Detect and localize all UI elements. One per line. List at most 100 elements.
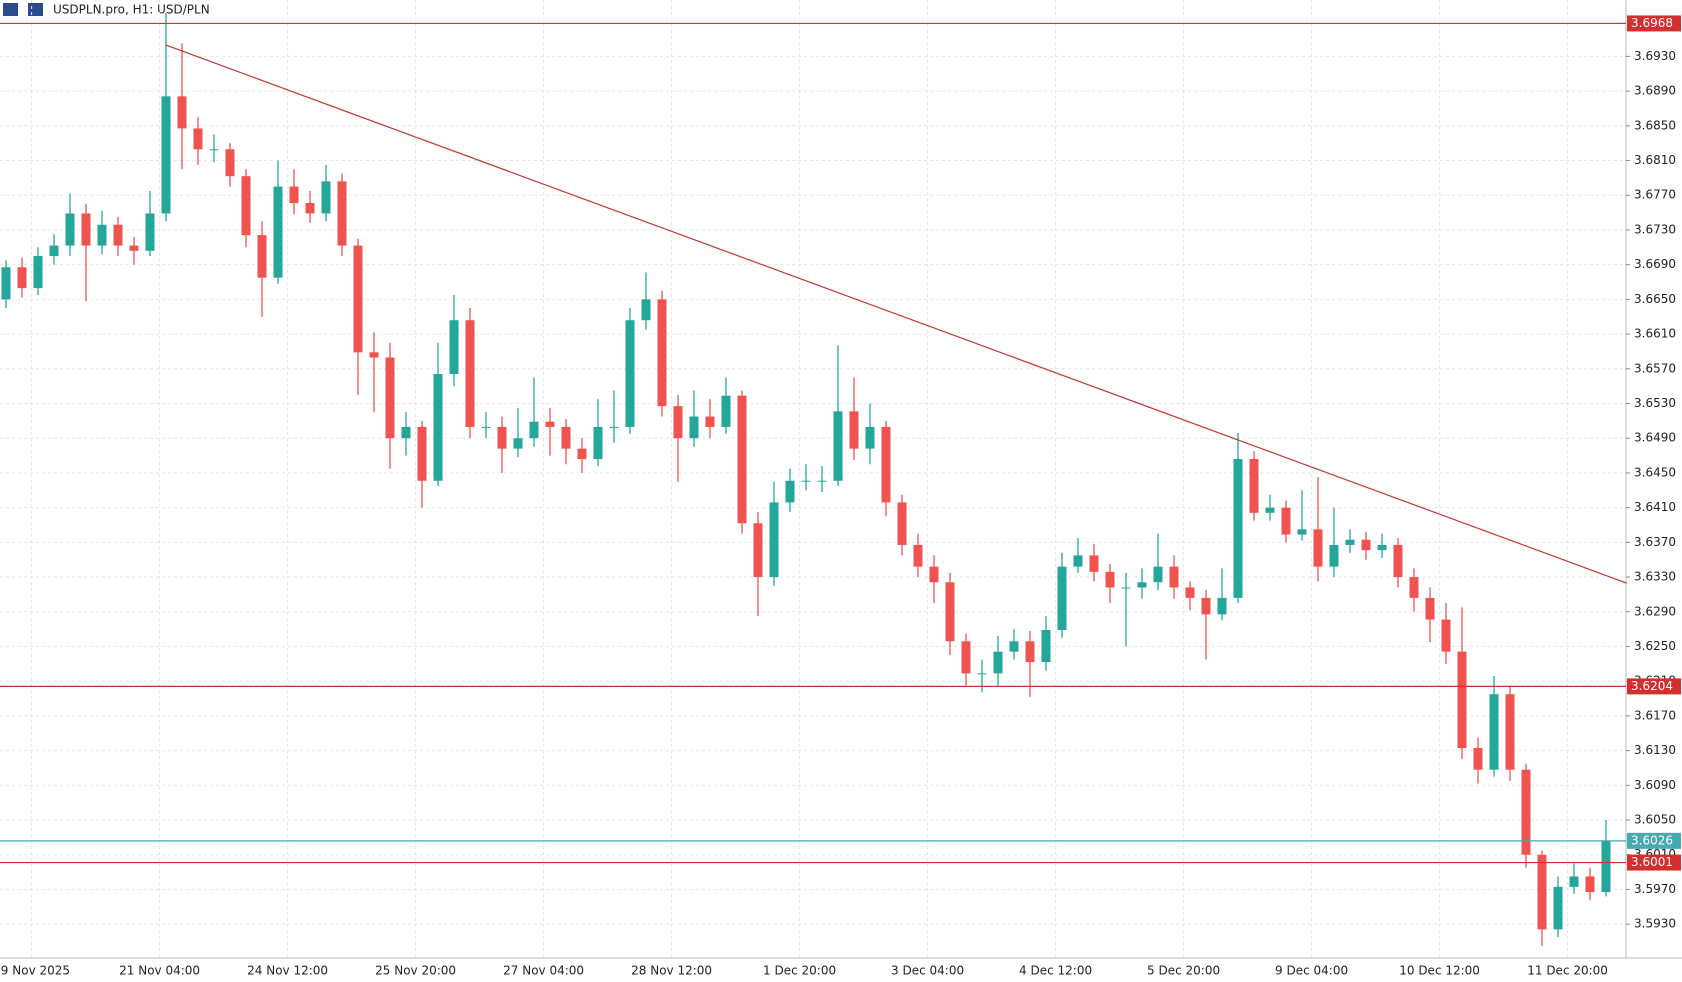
candle-body [1073, 555, 1083, 567]
candle-body [177, 96, 187, 129]
candle-body [1329, 544, 1339, 567]
candle-body [1505, 694, 1515, 770]
candle-body [433, 374, 443, 481]
y-tick-label: 3.6450 [1634, 465, 1676, 479]
candle-body [529, 421, 539, 439]
level-label: 3.6001 [1631, 855, 1673, 869]
candle-body [289, 186, 299, 204]
candle-body [1041, 629, 1051, 663]
x-tick-label: 19 Nov 2025 [0, 964, 70, 978]
candle-body [545, 421, 555, 427]
candle-body [1089, 555, 1099, 572]
candle-body [593, 426, 603, 460]
candle-body [1601, 840, 1611, 893]
candle-body [1153, 566, 1163, 583]
candle-body [113, 224, 123, 246]
candle-body [705, 416, 715, 427]
candle-body [1201, 597, 1211, 615]
candle-body [1521, 769, 1531, 855]
candle-body [1217, 597, 1227, 615]
menu-icon[interactable] [3, 3, 18, 16]
chart-icon[interactable] [28, 3, 43, 16]
level-label-bg [1627, 832, 1681, 849]
candle-body [193, 128, 203, 150]
candle-body [865, 426, 875, 449]
candle-body [1537, 854, 1547, 930]
y-tick-label: 3.5930 [1634, 917, 1676, 931]
candle-body [961, 641, 971, 674]
y-tick-label: 3.6050 [1634, 813, 1676, 827]
candle-body [801, 480, 811, 482]
candle-body [97, 224, 107, 246]
level-label: 3.6204 [1631, 679, 1673, 693]
x-tick-label: 3 Dec 04:00 [891, 964, 964, 978]
candle-body [689, 416, 699, 439]
y-tick-label: 3.6610 [1634, 327, 1676, 341]
candle-body [321, 181, 331, 214]
candle-body [1105, 571, 1115, 588]
candle-body [161, 96, 171, 214]
candle-body [1441, 619, 1451, 652]
y-tick-label: 3.6930 [1634, 49, 1676, 63]
candle-body [753, 523, 763, 578]
candle-body [257, 235, 267, 278]
candle-body [913, 544, 923, 567]
candle-body [129, 245, 139, 251]
y-tick-label: 3.6650 [1634, 292, 1676, 306]
x-tick-label: 25 Nov 20:00 [375, 964, 456, 978]
y-tick-label: 3.6410 [1634, 500, 1676, 514]
candle-body [625, 320, 635, 427]
candle-body [817, 480, 827, 482]
y-tick-label: 3.6890 [1634, 84, 1676, 98]
y-tick-label: 3.6530 [1634, 396, 1676, 410]
candle-body [385, 357, 395, 439]
candle-body [241, 176, 251, 236]
y-tick-label: 3.6730 [1634, 222, 1676, 236]
y-tick-label: 3.6850 [1634, 118, 1676, 132]
candle-body [1409, 577, 1419, 598]
candle-body [513, 438, 523, 449]
candle-body [305, 203, 315, 214]
candle-body [1345, 539, 1355, 545]
x-tick-label: 28 Nov 12:00 [631, 964, 712, 978]
x-tick-label: 11 Dec 20:00 [1527, 964, 1608, 978]
candle-body [785, 480, 795, 503]
y-tick-label: 3.6370 [1634, 535, 1676, 549]
candle-body [673, 406, 683, 439]
candle-body [1473, 748, 1483, 770]
candle-body [497, 426, 507, 449]
candle-body [481, 426, 491, 428]
candle-body [1233, 459, 1243, 598]
y-tick-label: 3.6170 [1634, 708, 1676, 722]
candle-body [737, 395, 747, 524]
candle-body [1569, 876, 1579, 887]
candle-body [657, 299, 667, 407]
candle-body [929, 566, 939, 583]
candle-body [641, 299, 651, 321]
level-label-bg [1627, 15, 1681, 32]
candle-body [993, 651, 1003, 674]
candle-body [17, 267, 27, 289]
trendline [165, 44, 1628, 584]
candle-body [1553, 886, 1563, 930]
level-label: 3.6968 [1631, 16, 1673, 30]
candle-body [1377, 544, 1387, 551]
candle-body [1025, 641, 1035, 663]
candle-body [65, 213, 75, 246]
x-tick-label: 24 Nov 12:00 [247, 964, 328, 978]
candle-body [1393, 544, 1403, 578]
candle-body [145, 213, 155, 251]
candle-body [1489, 694, 1499, 770]
candle-body [1585, 876, 1595, 893]
level-label-bg [1627, 678, 1681, 695]
y-tick-label: 3.6490 [1634, 431, 1676, 445]
y-tick-label: 3.6250 [1634, 639, 1676, 653]
candle-body [1, 267, 11, 300]
candle-body [1297, 529, 1307, 535]
candle-body [609, 426, 619, 428]
y-tick-label: 3.6810 [1634, 153, 1676, 167]
candle-body [1121, 587, 1131, 589]
x-tick-label: 10 Dec 12:00 [1399, 964, 1480, 978]
level-label: 3.6026 [1631, 833, 1673, 847]
